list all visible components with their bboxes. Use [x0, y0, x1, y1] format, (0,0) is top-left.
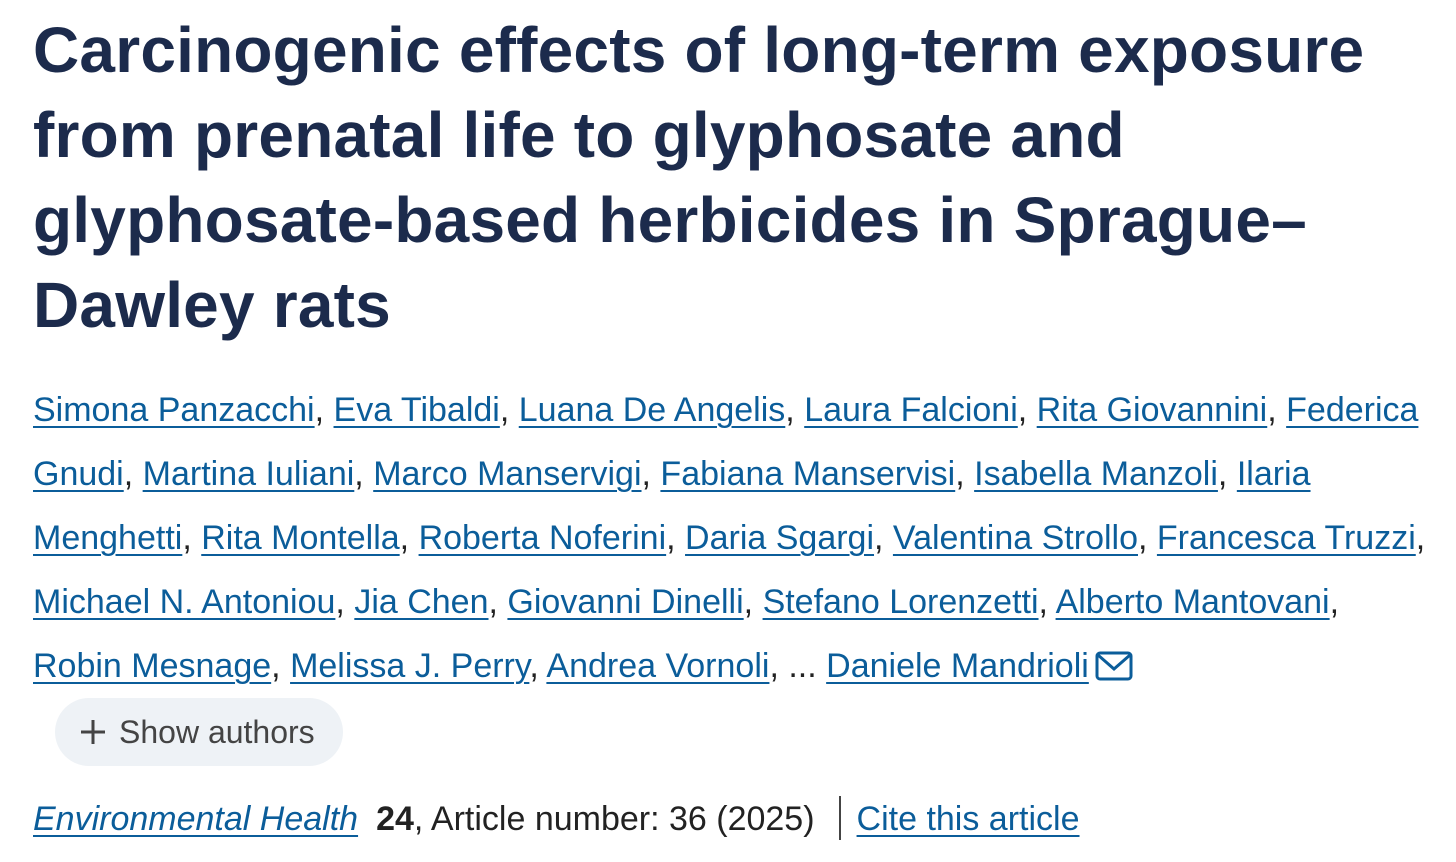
separator: ,	[955, 455, 965, 493]
citation-details: , Article number: 36 (2025)	[413, 800, 815, 839]
author-list: Simona Panzacchi, Eva Tibaldi, Luana De …	[33, 378, 1436, 767]
author-link[interactable]: Robin Mesnage	[33, 647, 272, 685]
separator: ,	[271, 647, 281, 685]
separator: ,	[354, 455, 364, 493]
author-link[interactable]: Rita Giovannini	[1036, 391, 1268, 429]
author-link[interactable]: Jia Chen	[354, 583, 489, 621]
author-link[interactable]: Valentina Strollo	[892, 519, 1138, 557]
author-link[interactable]: Fabiana Manservisi	[660, 455, 956, 493]
author-link[interactable]: Rita Montella	[201, 519, 400, 557]
author-link[interactable]: Martina Iuliani	[142, 455, 355, 493]
author-link[interactable]: Alberto Mantovani	[1055, 583, 1330, 621]
separator: ,	[874, 519, 884, 557]
separator: ,	[1329, 583, 1340, 621]
author-link[interactable]: Luana De Angelis	[518, 391, 786, 429]
divider	[838, 796, 841, 841]
citation-line: Environmental Health 24, Article number: …	[33, 794, 1436, 844]
separator: ,	[1138, 519, 1148, 557]
author-link[interactable]: Andrea Vornoli	[546, 647, 770, 685]
author-link[interactable]: Daniele Mandrioli	[826, 647, 1089, 685]
separator: ,	[399, 519, 410, 557]
author-link[interactable]: Francesca Truzzi	[1156, 519, 1416, 557]
separator: ,	[314, 391, 325, 429]
author-link[interactable]: Marco Manservigi	[373, 455, 642, 493]
article-title: Carcinogenic effects of long-term exposu…	[33, 14, 1365, 341]
show-authors-button[interactable]: Show authors	[55, 698, 343, 767]
plus-icon	[81, 720, 105, 745]
author-link[interactable]: Melissa J. Perry	[290, 647, 530, 685]
author-link[interactable]: Laura Falcioni	[804, 391, 1018, 429]
author-link[interactable]: Michael N. Antoniou	[33, 583, 336, 621]
volume: 24	[376, 800, 414, 839]
button-label: Show authors	[119, 714, 315, 751]
separator: ,	[1017, 391, 1028, 429]
author-link[interactable]: Isabella Manzoli	[974, 455, 1218, 493]
separator: ,	[769, 647, 779, 685]
author-link[interactable]: Ilaria Menghetti	[33, 455, 1311, 557]
author-link[interactable]: Eva Tibaldi	[333, 391, 500, 429]
journal-link[interactable]: Environmental Health	[33, 800, 359, 839]
separator: ,	[182, 519, 192, 557]
author-link[interactable]: Stefano Lorenzetti	[762, 583, 1039, 621]
author-link[interactable]: Daria Sgargi	[685, 519, 875, 557]
ellipsis: ...	[788, 647, 817, 685]
separator: ,	[499, 391, 510, 429]
cite-link[interactable]: Cite this article	[856, 800, 1080, 839]
separator: ,	[123, 455, 134, 493]
separator: ,	[1267, 391, 1277, 429]
author-link[interactable]: Simona Panzacchi	[33, 391, 315, 429]
separator: ,	[666, 519, 676, 557]
separator: ,	[743, 583, 754, 621]
separator: ,	[488, 583, 498, 621]
separator: ,	[785, 391, 795, 429]
author-link[interactable]: Federica Gnudi	[33, 391, 1419, 493]
separator: ,	[529, 647, 539, 685]
separator: ,	[1038, 583, 1048, 621]
author-link[interactable]: Giovanni Dinelli	[507, 583, 744, 621]
separator: ,	[1415, 519, 1426, 557]
separator: ,	[335, 583, 345, 621]
author-link[interactable]: Roberta Noferini	[418, 519, 667, 557]
article-header: Carcinogenic effects of long-term exposu…	[33, 14, 1436, 844]
separator: ,	[1217, 455, 1228, 493]
separator: ,	[641, 455, 651, 493]
mail-icon[interactable]	[1095, 651, 1133, 681]
